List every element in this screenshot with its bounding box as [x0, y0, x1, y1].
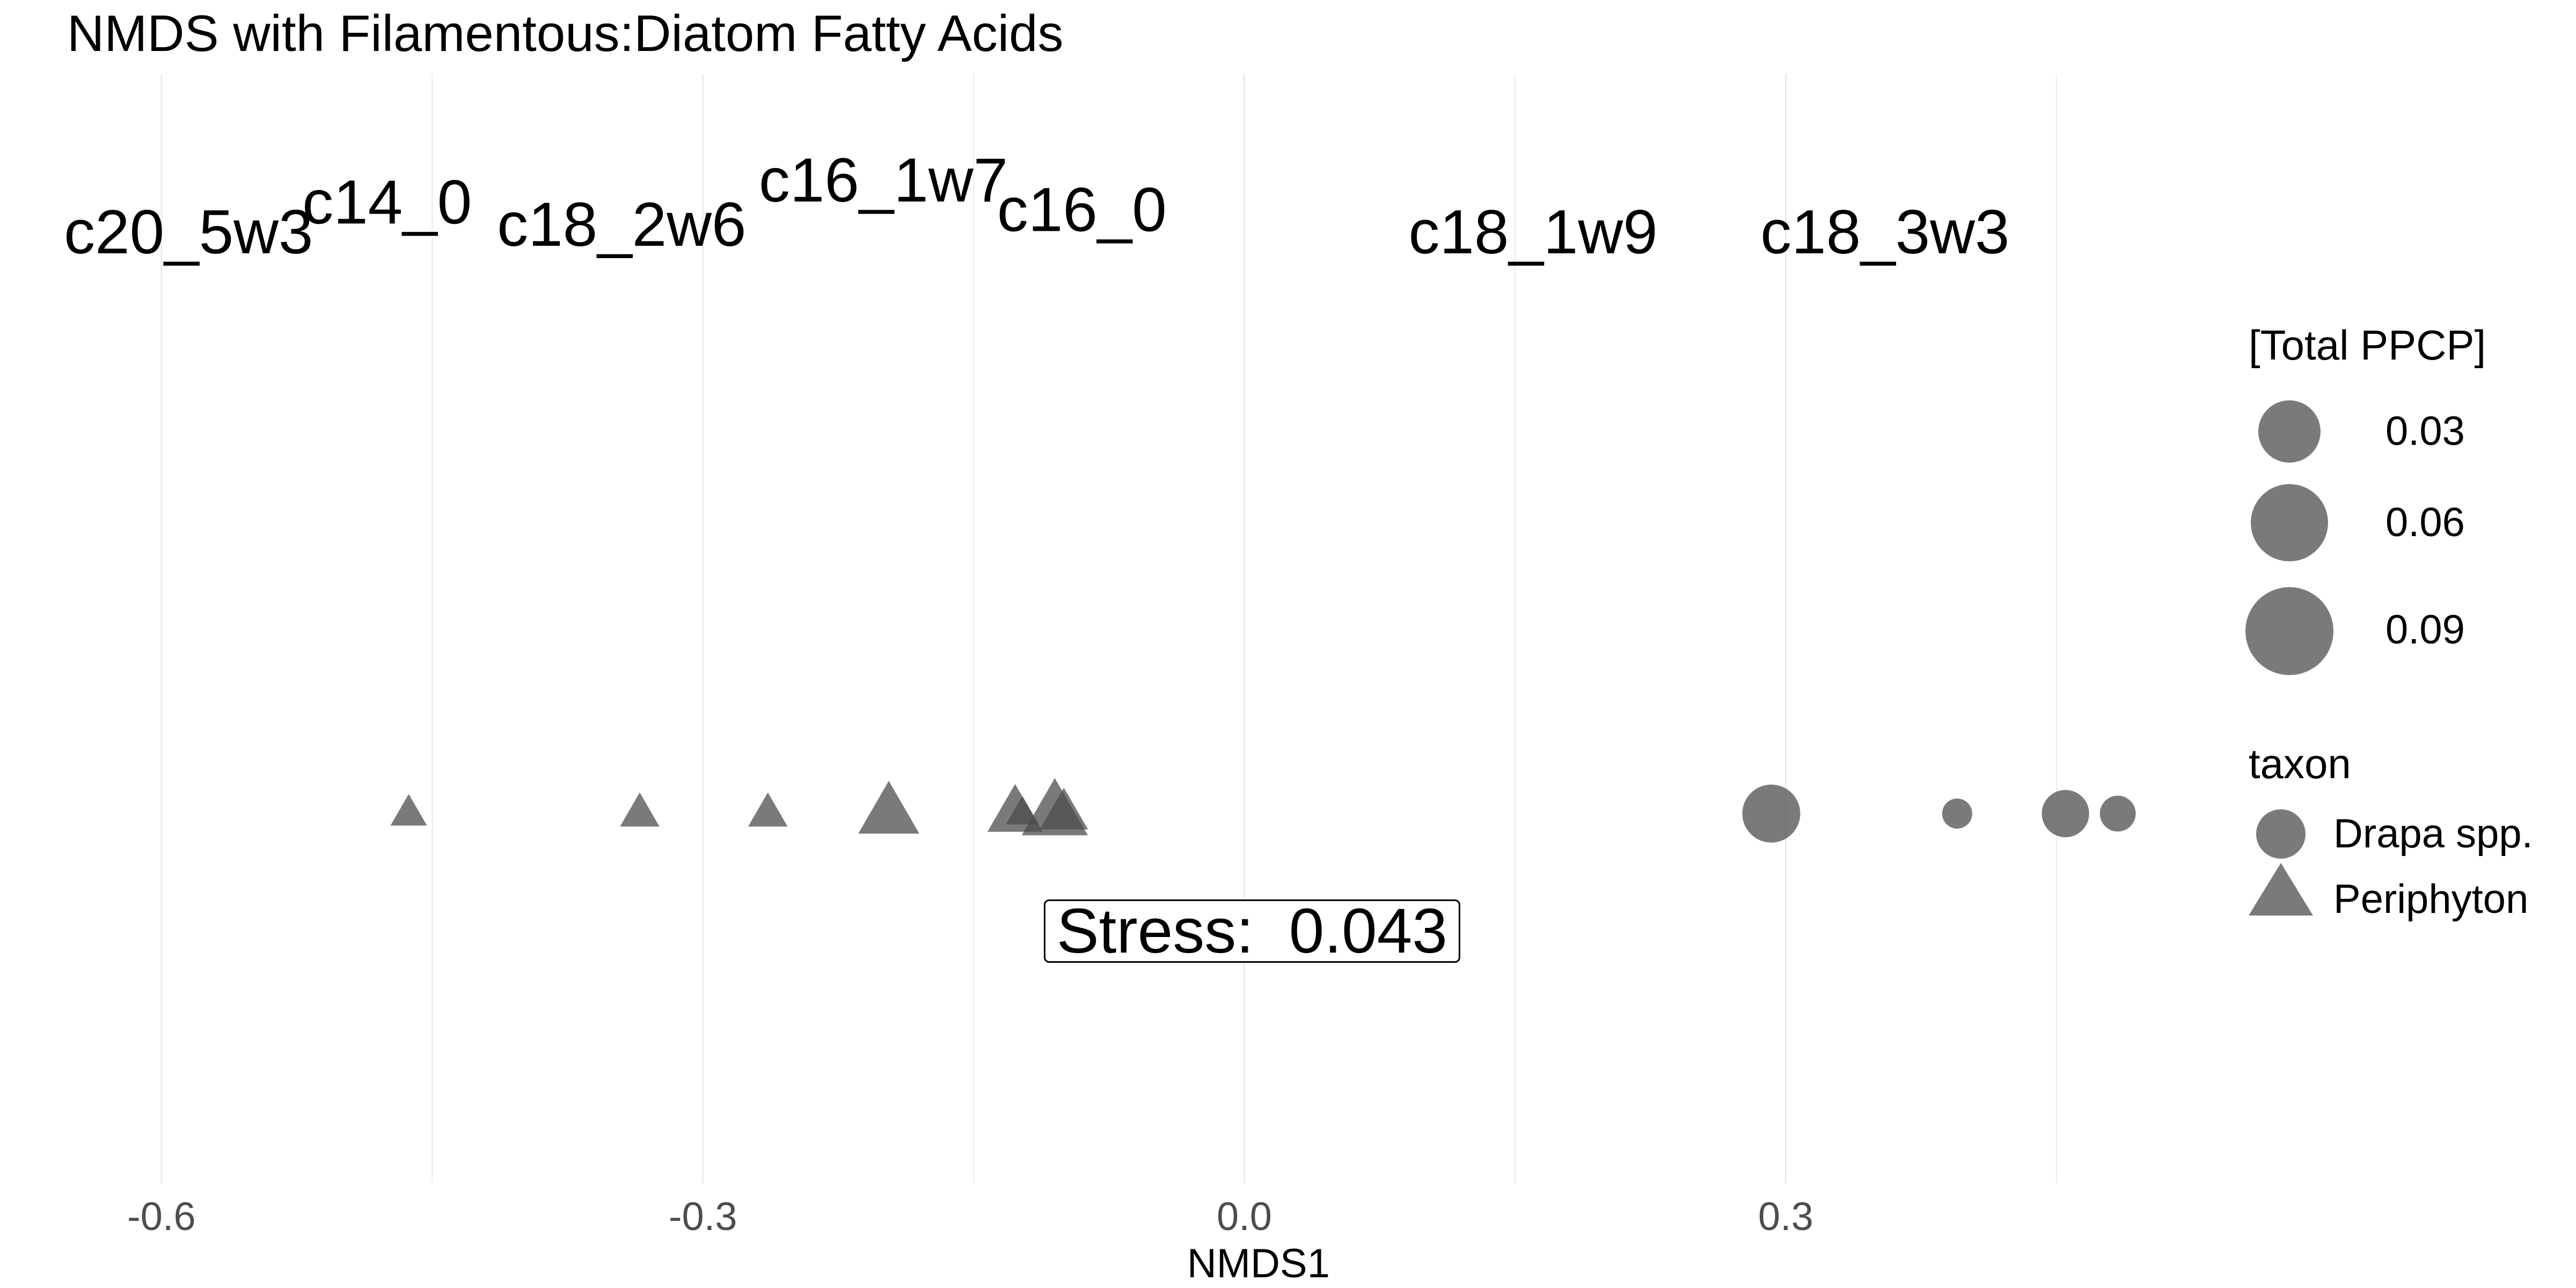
drapa-point [2099, 795, 2136, 832]
shape-legend-circle-key [2256, 809, 2306, 859]
x-axis: -0.6 -0.3 0.0 0.3 NMDS1 [127, 1194, 1813, 1286]
size-legend-key-2 [2245, 587, 2333, 675]
size-legend-label-0: 0.03 [2385, 408, 2465, 454]
drapa-point [1742, 785, 1801, 843]
drapa-point [2041, 789, 2089, 838]
periphyton-point [1040, 787, 1088, 830]
fatty-acid-label: c18_3w3 [1760, 197, 2009, 267]
x-tick-label: 0.0 [1217, 1194, 1272, 1239]
shape-legend-title: taxon [2249, 740, 2351, 787]
size-legend-circle-0 [2258, 400, 2321, 463]
periphyton-legend-triangle [2249, 863, 2313, 916]
fatty-acid-label: c20_5w3 [64, 197, 313, 267]
gridlines [160, 74, 2057, 1183]
fatty-acid-label: c16_0 [997, 174, 1167, 244]
periphyton-point [858, 781, 920, 834]
size-legend-circle-2 [2245, 587, 2333, 675]
fatty-acid-label: c18_2w6 [497, 189, 746, 259]
size-legend-title: [Total PPCP] [2249, 321, 2486, 369]
periphyton-point [620, 792, 660, 827]
drapa-legend-circle [2256, 809, 2306, 859]
fatty-acid-label: c16_1w7 [759, 145, 1008, 215]
size-legend-label-1: 0.06 [2385, 500, 2465, 545]
drapa-point [1942, 799, 1972, 829]
x-tick-label: -0.3 [669, 1194, 737, 1239]
fatty-acid-label: c18_1w9 [1408, 197, 1657, 267]
periphyton-point [1006, 796, 1039, 825]
size-legend-label-2: 0.09 [2385, 607, 2465, 653]
x-axis-title: NMDS1 [1187, 1241, 1330, 1286]
periphyton-point [748, 792, 788, 827]
periphyton-point [390, 794, 427, 826]
chart-title: NMDS with Filamentous:Diatom Fatty Acids [67, 5, 1064, 62]
data-points [390, 778, 2136, 843]
shape-legend-label-0: Drapa spp. [2333, 811, 2533, 857]
x-tick-label: -0.6 [127, 1194, 196, 1239]
x-tick-label: 0.3 [1758, 1194, 1813, 1239]
fatty-acid-label: c14_0 [302, 167, 472, 237]
size-legend-circle-1 [2251, 484, 2328, 561]
size-legend-key-1 [2251, 484, 2328, 561]
shape-legend-triangle-key [2249, 863, 2313, 916]
stress-annotation: Stress: 0.043 [1044, 896, 1460, 967]
shape-legend-label-1: Periphyton [2333, 876, 2529, 922]
size-legend-key-0 [2258, 400, 2321, 463]
